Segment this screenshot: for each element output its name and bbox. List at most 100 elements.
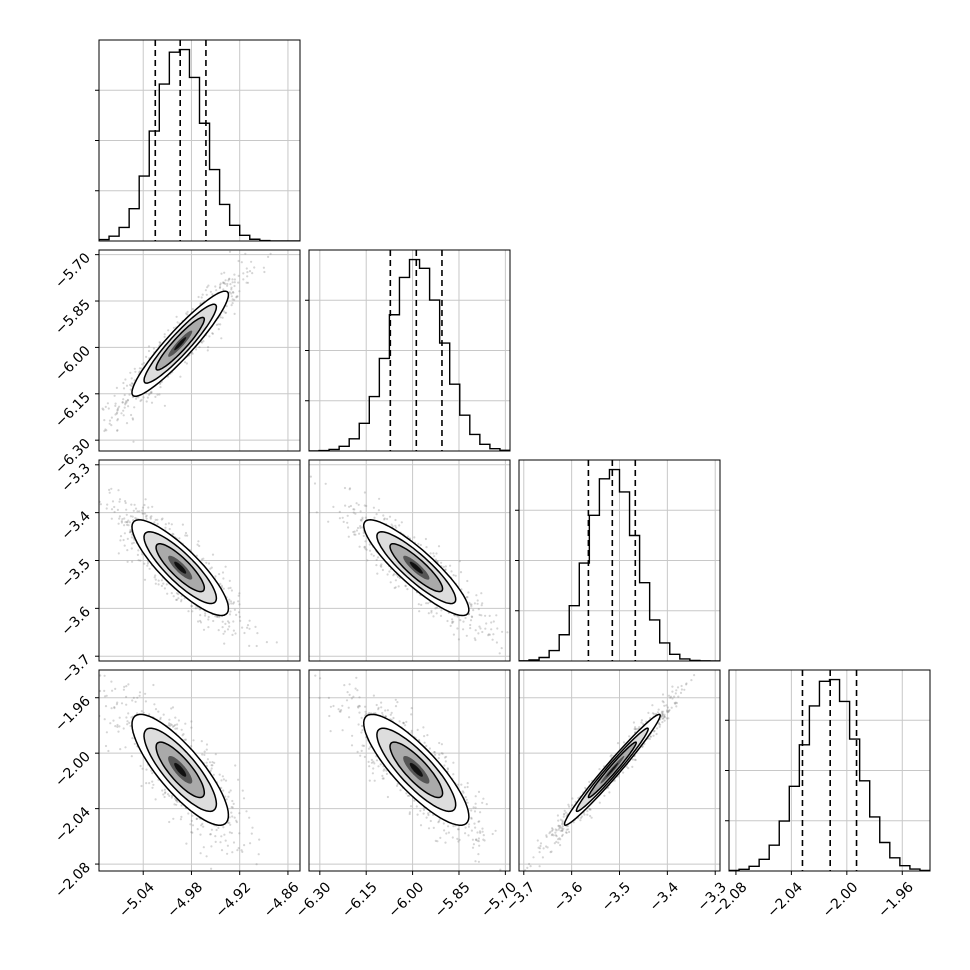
scatter-point [161, 517, 164, 520]
contour-line [376, 531, 457, 605]
scatter-point [103, 689, 106, 693]
scatter-point [429, 552, 432, 555]
scatter-point [216, 615, 219, 618]
scatter-point [201, 822, 204, 826]
panel-frame [98, 249, 301, 452]
scatter-point [506, 631, 509, 634]
scatter-point [202, 557, 205, 560]
scatter-point [427, 602, 430, 605]
scatter-point [128, 531, 131, 534]
scatter-point [450, 570, 453, 573]
scatter-point [425, 546, 428, 549]
scatter-point [410, 731, 413, 734]
scatter-point [128, 521, 131, 524]
scatter-point [382, 769, 385, 772]
scatter-point [456, 837, 459, 841]
scatter-point [379, 564, 382, 567]
scatter-point [132, 696, 135, 700]
scatter-point [228, 250, 232, 253]
scatter-point [185, 312, 188, 315]
panel-plot-area [99, 250, 300, 451]
scatter-point [679, 691, 683, 695]
scatter-point [134, 370, 137, 373]
scatter-point [443, 756, 447, 759]
scatter-point [380, 701, 383, 704]
scatter-point [368, 712, 371, 715]
scatter-point [340, 709, 343, 712]
scatter-point [129, 383, 132, 386]
scatter-point [386, 517, 389, 521]
scatter-point [355, 529, 359, 532]
scatter-point [465, 634, 468, 637]
scatter-point [179, 818, 182, 821]
scatter-point [239, 619, 242, 623]
scatter-point [456, 828, 460, 831]
scatter-point [249, 842, 252, 845]
scatter-point [353, 530, 356, 533]
scatter-point [123, 544, 126, 547]
scatter-point [452, 761, 455, 764]
scatter-point [243, 631, 246, 635]
scatter-point [117, 489, 120, 492]
scatter-point [220, 786, 223, 790]
scatter-point [142, 512, 145, 515]
scatter-point [210, 566, 213, 569]
scatter-point [159, 718, 162, 721]
scatter-point [436, 840, 439, 843]
scatter-point [191, 814, 194, 817]
scatter-point [463, 786, 467, 789]
scatter-point [212, 773, 215, 776]
scatter-point [390, 523, 393, 526]
scatter-point [550, 834, 554, 837]
scatter-point [440, 743, 443, 746]
scatter-point [175, 803, 178, 806]
scatter-point [246, 275, 249, 278]
scatter-point [110, 517, 113, 520]
scatter-point [151, 772, 154, 775]
scatter-point [443, 764, 446, 767]
scatter-point [117, 552, 120, 555]
scatter-point [195, 554, 198, 557]
scatter-point [220, 272, 223, 275]
scatter-point [158, 341, 161, 344]
scatter-point [351, 734, 354, 737]
scatter-point [457, 828, 460, 831]
scatter-point [164, 523, 167, 526]
scatter-point [191, 352, 194, 355]
scatter-point [444, 841, 447, 844]
scatter-point [200, 558, 203, 561]
scatter-point [245, 267, 248, 270]
scatter-point [384, 715, 387, 718]
scatter-point [116, 419, 119, 422]
scatter-point [222, 282, 225, 285]
scatter-point [243, 844, 246, 847]
scatter-point [211, 764, 214, 767]
scatter-point [168, 718, 171, 721]
scatter-point [222, 789, 225, 792]
scatter-point [163, 335, 166, 338]
scatter-point [190, 726, 193, 729]
scatter-point [225, 798, 228, 801]
scatter-point [413, 799, 416, 802]
scatter-point [356, 689, 359, 692]
scatter-point [201, 753, 204, 756]
scatter-point [372, 554, 375, 557]
scatter-point [200, 296, 203, 299]
scatter-point [246, 271, 249, 274]
scatter-point [471, 615, 474, 619]
scatter-point [133, 406, 136, 409]
scatter-point [114, 404, 117, 407]
scatter-point [258, 838, 261, 841]
scatter-point [347, 706, 350, 709]
scatter-point [235, 613, 238, 617]
scatter-point [246, 626, 249, 629]
scatter-point [176, 321, 179, 324]
scatter-point [149, 391, 153, 394]
scatter-point [164, 526, 167, 529]
scatter-point [427, 612, 430, 615]
scatter-point [344, 504, 347, 507]
scatter-point [222, 587, 225, 590]
scatter-point [563, 812, 566, 815]
scatter-point [221, 316, 224, 319]
scatter-point [470, 817, 473, 820]
